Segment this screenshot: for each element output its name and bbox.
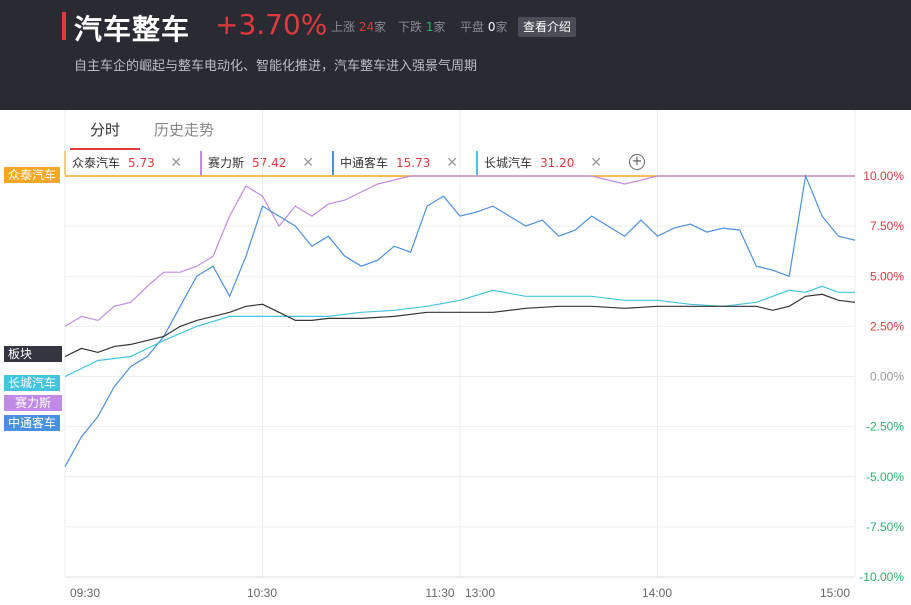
stock-chip-zhongtong[interactable]: 中通客车 15.73 ✕ [332,151,464,175]
title-accent-bar [62,12,66,40]
series-label-bankuai: 板块 [4,346,62,362]
x-tick-label: 14:00 [642,586,672,600]
series-line [64,173,856,467]
stock-name: 赛力斯 [208,156,245,170]
stock-price: 57.42 [252,156,287,170]
close-icon[interactable]: ✕ [590,155,602,171]
x-tick-label: 09:30 [70,586,100,600]
rise-stat: 上涨 24家 [331,20,387,34]
change-percent: +3.70% [215,8,328,41]
stock-price: 5.73 [128,156,155,170]
page-title: 汽车整车 [74,13,191,46]
y-tick-label: 5.00% [870,269,904,283]
stock-price: 31.20 [540,156,575,170]
y-tick-label: 7.50% [870,219,904,233]
series-label-zhongtong: 中通客车 [4,415,61,431]
stock-chip-changcheng[interactable]: 长城汽车 31.20 ✕ [476,151,608,175]
x-tick-label: 15:00 [820,586,850,600]
tab-history[interactable]: 历史走势 [154,121,215,139]
header: 汽车整车 +3.70% 上涨 24家 下跌 1家 平盘 0家 查看介绍 自主车企… [0,0,911,110]
x-tick-label: 11:30 [425,586,454,600]
stock-chip-zhongtai[interactable]: 众泰汽车 5.73 ✕ [64,151,188,175]
y-tick-label: -2.50% [866,420,904,434]
stock-name: 众泰汽车 [72,156,121,170]
series-line [64,175,855,327]
series-label-zhongtai: 众泰汽车 [4,167,61,183]
y-tick-label: 10.00% [863,169,904,183]
series-line [64,293,856,358]
tab-intraday[interactable]: 分时 [70,114,140,150]
series-label-changcheng: 长城汽车 [4,375,61,391]
close-icon[interactable]: ✕ [170,155,182,171]
view-intro-button[interactable]: 查看介绍 [518,17,577,37]
y-tick-label: 0.00% [870,370,904,384]
y-tick-label: -7.50% [866,520,904,534]
x-tick-label: 10:30 [247,586,277,600]
series-label-sailisi: 赛力斯 [4,395,62,411]
subtitle: 自主车企的崛起与整车电动化、智能化推进，汽车整车进入强景气周期 [74,59,478,74]
y-tick-label: 2.50% [870,319,904,333]
stock-name: 中通客车 [340,156,389,170]
fall-stat: 下跌 1家 [398,20,446,34]
y-tick-label: -5.00% [866,470,904,484]
stock-chip-sailisi[interactable]: 赛力斯 57.42 ✕ [200,151,320,175]
close-icon[interactable]: ✕ [302,155,314,171]
flat-stat: 平盘 0家 [460,20,508,34]
y-tick-label: -10.00% [859,570,904,584]
x-tick-label: 13:00 [465,586,495,600]
add-stock-icon[interactable]: + [629,154,645,170]
stock-name: 长城汽车 [484,156,533,170]
stock-price: 15.73 [396,156,431,170]
close-icon[interactable]: ✕ [446,155,458,171]
series-line [64,285,855,378]
